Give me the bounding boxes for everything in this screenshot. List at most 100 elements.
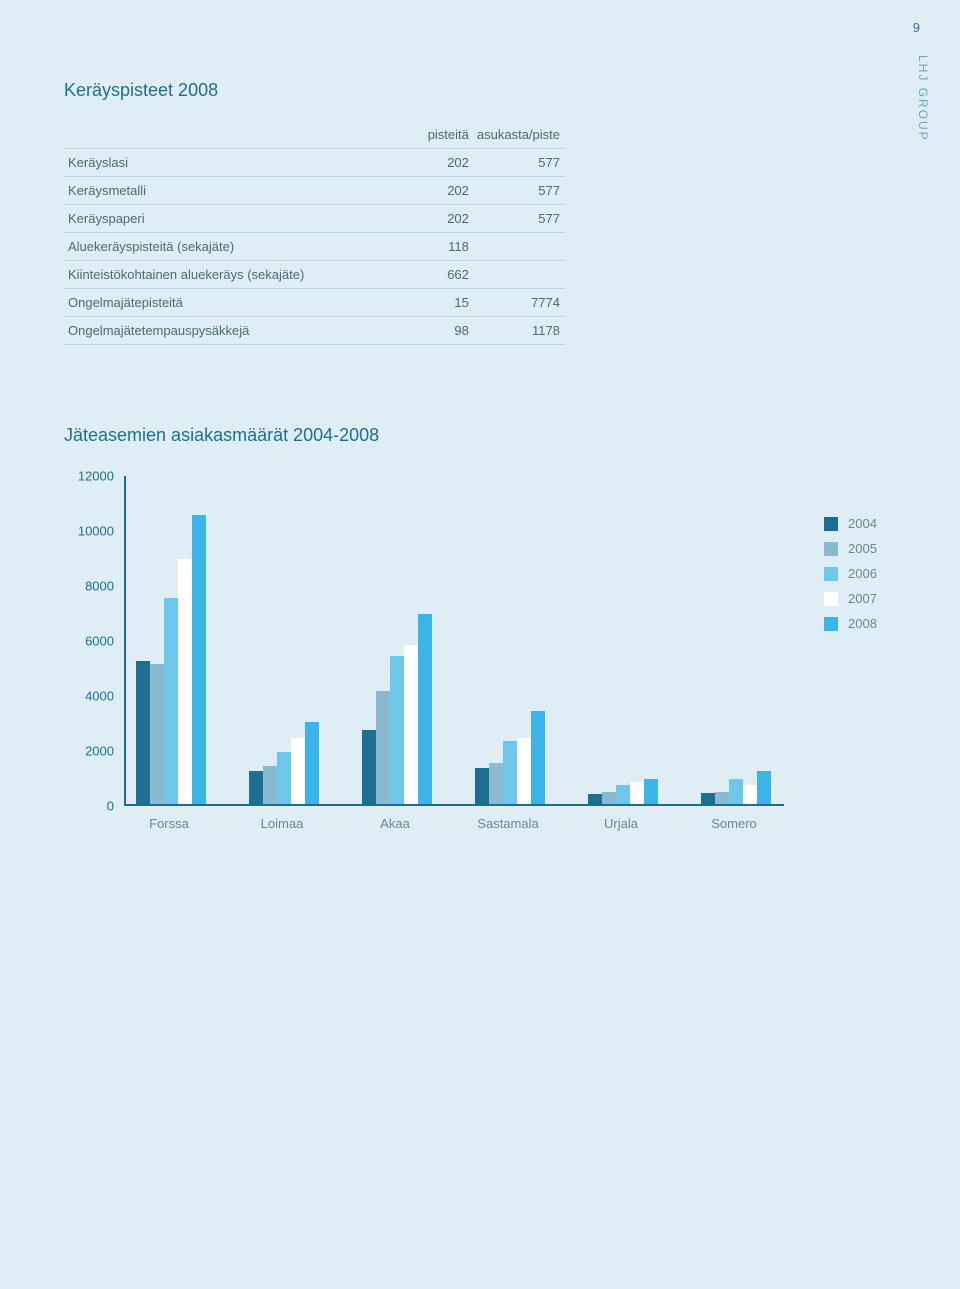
x-tick-label: Sastamala	[477, 816, 538, 831]
table-row: Aluekeräyspisteitä (sekajäte)118	[64, 233, 564, 261]
y-tick-label: 0	[64, 799, 114, 814]
row-label: Aluekeräyspisteitä (sekajäte)	[64, 233, 383, 261]
row-c1: 202	[383, 149, 473, 177]
table-row: Ongelmajätetempauspysäkkejä981178	[64, 317, 564, 345]
chart-legend: 2004 2005 2006 2007 2008	[824, 516, 877, 641]
bar	[263, 766, 277, 805]
legend-label: 2008	[848, 616, 877, 631]
legend-label: 2004	[848, 516, 877, 531]
bar	[588, 794, 602, 804]
x-tick-label: Forssa	[149, 816, 189, 831]
row-label: Keräyslasi	[64, 149, 383, 177]
bar	[531, 711, 545, 805]
bar	[150, 664, 164, 804]
bar	[517, 738, 531, 804]
row-c2: 577	[473, 149, 564, 177]
bar	[277, 752, 291, 804]
y-tick-label: 8000	[64, 579, 114, 594]
row-c1: 118	[383, 233, 473, 261]
x-tick-label: Akaa	[380, 816, 410, 831]
y-tick-label: 10000	[64, 524, 114, 539]
legend-item: 2007	[824, 591, 877, 606]
legend-label: 2007	[848, 591, 877, 606]
table-row: Keräyslasi202577	[64, 149, 564, 177]
x-tick-label: Urjala	[604, 816, 638, 831]
y-tick-label: 12000	[64, 469, 114, 484]
bar	[404, 645, 418, 805]
table-row: Kiinteistökohtainen aluekeräys (sekajäte…	[64, 261, 564, 289]
row-label: Kiinteistökohtainen aluekeräys (sekajäte…	[64, 261, 383, 289]
page: 9 LHJ GROUP Keräyspisteet 2008 pisteitä …	[0, 0, 960, 1289]
bar	[616, 785, 630, 804]
bar	[475, 768, 489, 804]
chart-plot	[124, 476, 784, 806]
row-label: Ongelmajätetempauspysäkkejä	[64, 317, 383, 345]
bar	[178, 559, 192, 804]
table-row: Keräyspaperi202577	[64, 205, 564, 233]
bar	[376, 691, 390, 804]
row-c2	[473, 261, 564, 289]
bar	[602, 792, 616, 804]
table-row: Keräysmetalli202577	[64, 177, 564, 205]
legend-swatch	[824, 517, 838, 531]
bar	[715, 792, 729, 804]
y-tick-label: 6000	[64, 634, 114, 649]
bar	[249, 771, 263, 804]
bar	[305, 722, 319, 805]
row-c2: 577	[473, 205, 564, 233]
chart-title: Jäteasemien asiakasmäärät 2004-2008	[64, 425, 900, 446]
table-row: Ongelmajätepisteitä157774	[64, 289, 564, 317]
th-blank	[64, 121, 383, 149]
row-c1: 98	[383, 317, 473, 345]
data-table: pisteitä asukasta/piste Keräyslasi202577…	[64, 121, 564, 345]
row-c1: 662	[383, 261, 473, 289]
table-header-row: pisteitä asukasta/piste	[64, 121, 564, 149]
bar	[418, 614, 432, 804]
row-c1: 15	[383, 289, 473, 317]
bar	[503, 741, 517, 804]
legend-swatch	[824, 592, 838, 606]
bar	[729, 779, 743, 804]
bar	[757, 771, 771, 804]
row-label: Keräyspaperi	[64, 205, 383, 233]
legend-label: 2005	[848, 541, 877, 556]
bar	[390, 656, 404, 805]
row-c2: 7774	[473, 289, 564, 317]
bar	[291, 738, 305, 804]
chart-section: Jäteasemien asiakasmäärät 2004-2008 0 200…	[60, 425, 900, 846]
bar	[743, 785, 757, 804]
row-label: Keräysmetalli	[64, 177, 383, 205]
bar	[136, 661, 150, 804]
x-tick-label: Loimaa	[261, 816, 304, 831]
th-col1: pisteitä	[383, 121, 473, 149]
row-c2: 1178	[473, 317, 564, 345]
row-label: Ongelmajätepisteitä	[64, 289, 383, 317]
legend-item: 2005	[824, 541, 877, 556]
bar	[489, 763, 503, 804]
side-label: LHJ GROUP	[916, 55, 930, 142]
table-title: Keräyspisteet 2008	[64, 80, 900, 101]
row-c2: 577	[473, 177, 564, 205]
legend-swatch	[824, 617, 838, 631]
bar	[630, 782, 644, 804]
legend-swatch	[824, 542, 838, 556]
y-tick-label: 2000	[64, 744, 114, 759]
bar	[701, 793, 715, 804]
legend-label: 2006	[848, 566, 877, 581]
bar	[644, 779, 658, 804]
th-col2: asukasta/piste	[473, 121, 564, 149]
bar	[164, 598, 178, 804]
legend-item: 2004	[824, 516, 877, 531]
legend-item: 2006	[824, 566, 877, 581]
chart-wrap: 020004000600080001000012000 ForssaLoimaa…	[64, 476, 894, 846]
legend-item: 2008	[824, 616, 877, 631]
bar	[192, 515, 206, 804]
x-tick-label: Somero	[711, 816, 757, 831]
legend-swatch	[824, 567, 838, 581]
bar	[362, 730, 376, 804]
row-c2	[473, 233, 564, 261]
row-c1: 202	[383, 205, 473, 233]
y-tick-label: 4000	[64, 689, 114, 704]
page-number: 9	[913, 20, 920, 35]
row-c1: 202	[383, 177, 473, 205]
